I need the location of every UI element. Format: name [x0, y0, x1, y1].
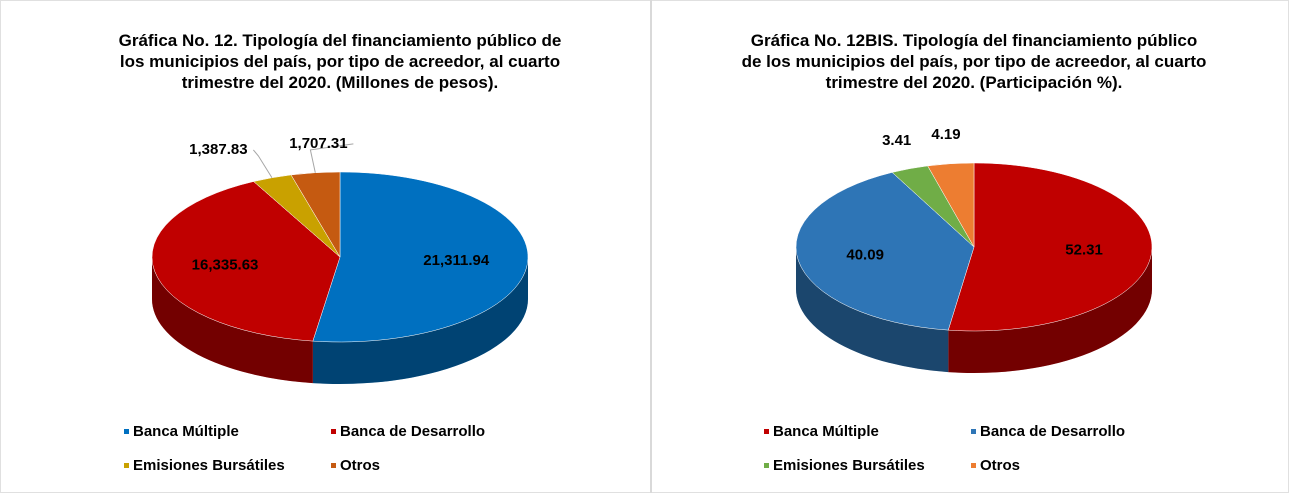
slice — [795, 172, 975, 331]
legend-swatch — [764, 463, 769, 468]
legend-swatch — [764, 429, 769, 434]
legend-label: Banca Múltiple — [133, 423, 239, 440]
data-label: 21,311.94 — [423, 252, 490, 269]
leader-line — [309, 143, 354, 173]
data-label: 4.19 — [931, 126, 960, 143]
data-label: 1,707.31 — [289, 135, 347, 152]
legend-swatch — [971, 429, 976, 434]
shade — [796, 247, 949, 373]
leader-line — [252, 149, 273, 179]
data-label: 52.31 — [1065, 242, 1103, 259]
data-label: 3.41 — [882, 132, 911, 149]
slice-side — [948, 247, 1152, 374]
slice — [151, 181, 341, 342]
data-label: 40.09 — [846, 247, 884, 264]
shade — [948, 247, 1152, 374]
data-label: 1,387.83 — [189, 141, 247, 158]
legend-label: Otros — [340, 457, 380, 474]
legend-label: Emisiones Bursátiles — [133, 457, 285, 474]
legend-label: Otros — [980, 457, 1020, 474]
data-label: 16,335.63 — [192, 257, 259, 274]
slice — [290, 171, 341, 258]
legend-swatch — [124, 429, 129, 434]
slice — [927, 162, 975, 248]
legend-swatch — [331, 429, 336, 434]
chart-title: Gráfica No. 12. Tipología del financiami… — [118, 31, 562, 92]
legend-swatch — [971, 463, 976, 468]
shade — [152, 257, 313, 384]
chart-title: Gráfica No. 12BIS. Tipología del financi… — [741, 31, 1207, 92]
slice-side — [152, 257, 313, 384]
legend-swatch — [124, 463, 129, 468]
legend-label: Banca de Desarrollo — [340, 423, 485, 440]
shade — [312, 257, 528, 384]
slice-side — [796, 247, 949, 373]
legend-swatch — [331, 463, 336, 468]
slice — [312, 171, 529, 343]
legend-label: Banca Múltiple — [773, 423, 879, 440]
legend-label: Banca de Desarrollo — [980, 423, 1125, 440]
slice-side — [312, 257, 528, 384]
slice — [947, 162, 1153, 332]
legend-label: Emisiones Bursátiles — [773, 457, 925, 474]
